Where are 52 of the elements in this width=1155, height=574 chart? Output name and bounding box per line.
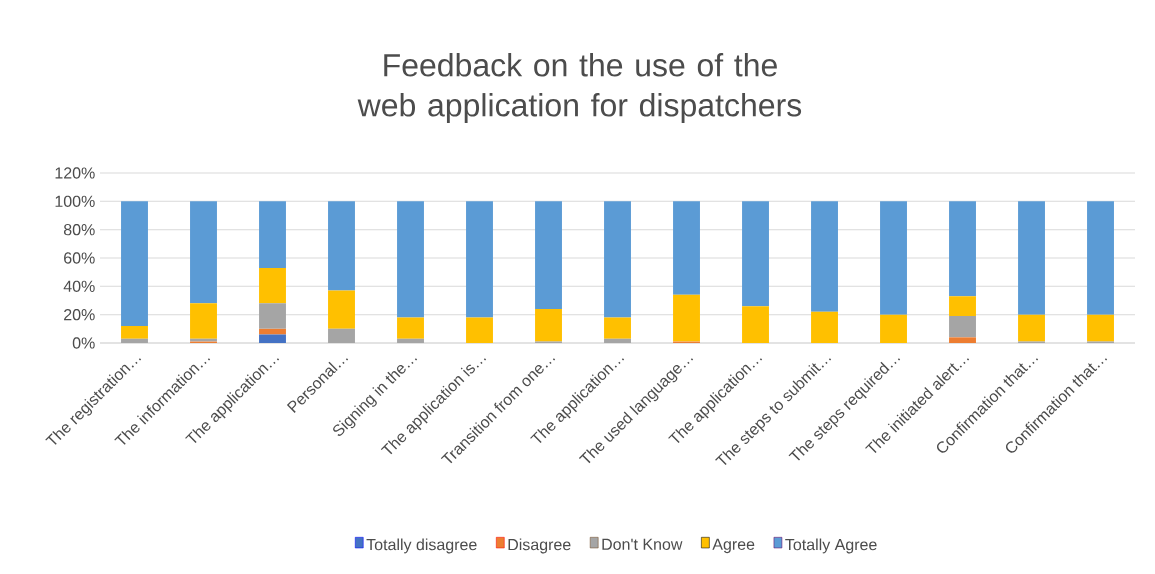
y-tick-label: 120% bbox=[55, 167, 95, 179]
bar bbox=[742, 201, 769, 307]
y-tick-label: 20% bbox=[64, 309, 95, 321]
bar bbox=[1018, 314, 1045, 342]
bar bbox=[811, 311, 838, 344]
bar bbox=[604, 317, 631, 339]
bar bbox=[949, 201, 976, 297]
bar bbox=[121, 338, 148, 344]
bar bbox=[535, 309, 562, 342]
legend-label: Totally disagree bbox=[366, 538, 477, 554]
bar bbox=[535, 201, 562, 309]
y-tick-label: 60% bbox=[64, 252, 95, 264]
legend-label: Agree bbox=[712, 538, 755, 554]
bar bbox=[466, 317, 493, 344]
legend-label: Don't Know bbox=[602, 538, 683, 550]
chart-title: Feedback on the use of the web application for dispatchers bbox=[357, 53, 802, 123]
y-tick-label: 100% bbox=[55, 195, 95, 207]
bar bbox=[121, 201, 148, 327]
bar bbox=[949, 337, 976, 344]
bar bbox=[397, 201, 424, 318]
bar bbox=[604, 201, 631, 318]
bar bbox=[121, 326, 148, 339]
legend-label: Disagree bbox=[508, 538, 571, 554]
bar bbox=[190, 201, 217, 304]
bar bbox=[742, 306, 769, 344]
bar bbox=[259, 334, 286, 344]
bar bbox=[259, 267, 286, 304]
bar bbox=[259, 201, 286, 268]
bar bbox=[949, 296, 976, 317]
bar bbox=[1018, 201, 1045, 315]
y-tick-label: 80% bbox=[63, 224, 95, 236]
bar bbox=[397, 317, 424, 339]
bar bbox=[328, 201, 355, 291]
bar bbox=[811, 201, 838, 312]
bar bbox=[1087, 201, 1114, 315]
bar bbox=[259, 303, 286, 329]
bar bbox=[880, 314, 907, 344]
bar bbox=[328, 328, 355, 344]
bar bbox=[397, 338, 424, 344]
bar bbox=[949, 316, 976, 338]
bar bbox=[190, 303, 217, 339]
legend-label: Totally Agree bbox=[785, 538, 877, 554]
bar bbox=[328, 290, 355, 329]
y-tick-label: 0% bbox=[72, 337, 95, 349]
bar bbox=[880, 201, 907, 315]
bar bbox=[604, 338, 631, 344]
bar bbox=[673, 201, 700, 295]
bar bbox=[466, 201, 493, 318]
bar bbox=[673, 294, 700, 342]
y-tick-label: 40% bbox=[63, 280, 95, 292]
bar bbox=[259, 328, 286, 335]
bar bbox=[1087, 314, 1114, 342]
